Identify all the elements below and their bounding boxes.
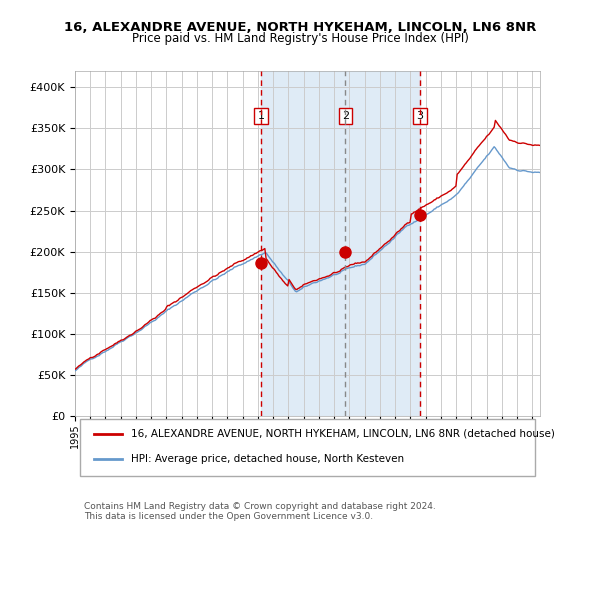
Bar xyxy=(261,71,420,416)
FancyBboxPatch shape xyxy=(80,419,535,477)
Text: 16, ALEXANDRE AVENUE, NORTH HYKEHAM, LINCOLN, LN6 8NR: 16, ALEXANDRE AVENUE, NORTH HYKEHAM, LIN… xyxy=(64,21,536,34)
Text: 16, ALEXANDRE AVENUE, NORTH HYKEHAM, LINCOLN, LN6 8NR (detached house): 16, ALEXANDRE AVENUE, NORTH HYKEHAM, LIN… xyxy=(131,429,554,439)
Text: Price paid vs. HM Land Registry's House Price Index (HPI): Price paid vs. HM Land Registry's House … xyxy=(131,32,469,45)
Text: Contains HM Land Registry data © Crown copyright and database right 2024.
This d: Contains HM Land Registry data © Crown c… xyxy=(84,502,436,522)
Text: 1: 1 xyxy=(257,111,265,121)
Text: 3: 3 xyxy=(416,111,424,121)
Text: HPI: Average price, detached house, North Kesteven: HPI: Average price, detached house, Nort… xyxy=(131,454,404,464)
Text: 2: 2 xyxy=(342,111,349,121)
